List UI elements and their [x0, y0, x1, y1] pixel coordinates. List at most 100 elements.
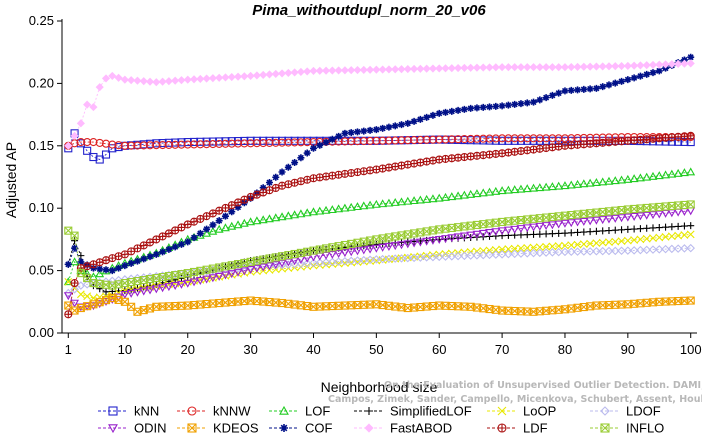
legend-label-loop: LoOP [523, 404, 556, 419]
data-point-fastabod [372, 65, 381, 74]
data-point-fastabod [403, 64, 412, 74]
series-fastabod [64, 59, 695, 150]
data-point-lof [283, 211, 293, 220]
data-point-ldof [592, 246, 601, 256]
data-point-lof [233, 220, 243, 229]
data-point-knnw [523, 134, 532, 143]
data-point-ldof [548, 248, 557, 257]
data-point-fastabod [485, 63, 494, 72]
data-point-ldof [642, 245, 651, 255]
data-point-cof [234, 203, 242, 211]
data-point-odin [177, 280, 186, 289]
data-point-simplifiedlof [643, 224, 651, 232]
data-point-lof [63, 277, 73, 286]
data-point-ldf [139, 241, 148, 250]
data-point-odin [277, 259, 287, 268]
data-point-odin [441, 235, 450, 244]
data-point-cof [536, 96, 544, 104]
data-point-knnw [127, 141, 136, 150]
data-point-cof [630, 74, 638, 82]
data-point-fastabod [680, 59, 689, 68]
data-point-loop [504, 245, 513, 253]
data-point-knnw [435, 135, 444, 144]
data-point-lof [378, 199, 388, 208]
data-point-knnw [296, 138, 305, 147]
data-point-knnw [347, 137, 356, 146]
data-point-odin [233, 268, 243, 277]
data-point-ldof [422, 253, 431, 262]
data-point-fastabod [202, 74, 211, 83]
data-point-lof [422, 194, 432, 203]
data-point-odin [252, 264, 262, 273]
data-point-cof [146, 253, 154, 261]
data-point-cof [523, 99, 531, 107]
data-point-ldof [648, 245, 658, 254]
data-point-fastabod [428, 64, 438, 73]
data-point-lof [635, 173, 645, 182]
data-point-loop [491, 245, 500, 254]
data-point-lof [221, 223, 230, 232]
data-point-ldof [585, 247, 595, 256]
data-point-cof [592, 84, 600, 92]
data-point-ldof [365, 255, 375, 265]
data-point-odin [189, 278, 199, 287]
x-tick-label: 90 [621, 342, 635, 357]
data-point-lof [642, 172, 652, 181]
data-point-knnw [516, 134, 526, 143]
data-point-ldof [447, 252, 457, 261]
data-point-ldof [346, 256, 356, 266]
data-point-odin [453, 233, 463, 242]
data-point-cof [190, 234, 198, 242]
data-point-cof [448, 107, 456, 115]
data-point-ldof [416, 253, 425, 262]
series-loop [64, 230, 695, 302]
data-point-knnw [485, 134, 494, 143]
data-point-ldf [152, 235, 161, 244]
data-point-cof [372, 126, 380, 134]
data-point-odin [133, 288, 142, 297]
data-point-cof [316, 141, 324, 149]
data-point-odin [648, 211, 658, 220]
data-point-odin [560, 219, 570, 228]
data-point-fastabod [548, 63, 557, 72]
data-point-loop [391, 254, 400, 263]
x-tick-label: 10 [118, 342, 132, 357]
data-point-lof [227, 221, 237, 230]
data-point-knnw [271, 138, 280, 147]
data-point-ldof [434, 252, 444, 262]
data-point-cof [341, 129, 349, 137]
data-point-lof [434, 193, 444, 202]
data-point-fastabod [340, 66, 349, 75]
y-tick-label: 0.00 [29, 325, 54, 340]
data-point-knnw [491, 134, 500, 143]
x-tick-label: 80 [558, 342, 572, 357]
data-point-fastabod [284, 68, 293, 77]
data-point-fastabod [617, 61, 626, 71]
data-point-lof [497, 186, 507, 195]
data-point-lof [591, 177, 601, 186]
data-point-lof [70, 257, 80, 266]
data-point-loop [529, 243, 538, 252]
data-point-ldf [491, 149, 500, 158]
data-point-cof [561, 87, 569, 95]
data-point-knnw [252, 139, 261, 148]
data-point-cof [272, 173, 280, 181]
data-point-odin [195, 276, 205, 285]
data-point-odin [384, 243, 394, 252]
data-point-fastabod [309, 66, 318, 75]
data-point-ldof [522, 249, 532, 258]
data-point-odin [510, 225, 520, 234]
data-point-ldof [309, 258, 318, 268]
data-point-ldof [460, 251, 469, 261]
data-point-lof [371, 199, 381, 208]
data-point-cof [203, 225, 211, 233]
data-point-odin [604, 215, 614, 224]
data-point-lof [415, 195, 425, 204]
data-point-odin [598, 216, 608, 225]
data-point-fastabod [145, 77, 155, 86]
data-point-knnw [221, 139, 230, 148]
data-point-ldof [353, 256, 362, 265]
data-point-lof [428, 194, 438, 203]
data-point-cof [580, 85, 588, 93]
chart-title: Pima_withoutdupl_norm_20_v06 [252, 2, 486, 19]
